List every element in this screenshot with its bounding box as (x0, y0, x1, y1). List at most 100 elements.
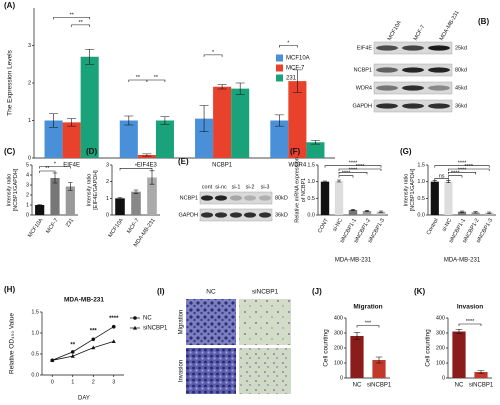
protein-label: EIF4E (357, 45, 373, 51)
protein-label: WDR4 (356, 85, 372, 91)
annotation: **** (458, 161, 467, 167)
error-bar (477, 370, 485, 374)
legend-swatch (276, 64, 283, 72)
bar (348, 210, 358, 215)
blot-band (402, 67, 424, 73)
annotation: ** (154, 75, 159, 81)
error-bar (68, 182, 73, 191)
blot-band (376, 67, 398, 73)
blot-band (200, 195, 214, 201)
bar (80, 56, 99, 158)
significance-bracket (53, 17, 90, 20)
legend-label: siNCBP1 (143, 326, 168, 332)
blot-strip (199, 191, 273, 205)
y-tick-label: 400 (334, 315, 343, 321)
bar (137, 155, 156, 158)
error-bar (353, 331, 361, 341)
y-tick-label: 3 (28, 43, 31, 49)
blot-band (229, 195, 243, 201)
blot-band (214, 212, 228, 218)
x-tick-label: MCF-7 (45, 218, 60, 235)
significance-bracket (434, 178, 449, 181)
protein-label: GAPDH (178, 212, 198, 218)
y-tick-label: 200 (436, 345, 445, 351)
bar (452, 331, 466, 378)
y-tick-label: 0 (442, 375, 445, 381)
error-bar (310, 140, 320, 145)
micrograph (186, 299, 236, 345)
blot-band (376, 45, 398, 51)
x-tick-label: 1 (71, 379, 74, 385)
panel-label: (K) (414, 287, 425, 296)
micrograph (239, 299, 291, 345)
y-tick-label: 300 (436, 330, 445, 336)
marker (111, 339, 116, 343)
x-tick-label: NCBP1 (212, 163, 233, 169)
size-label: 25kd (455, 45, 467, 51)
size-label: 36kd (455, 103, 467, 109)
x-tick-label: 0 (51, 379, 54, 385)
lane-label: si-3 (261, 184, 270, 190)
annotation: **** (356, 164, 365, 170)
bar (44, 120, 63, 158)
error-bar (49, 113, 59, 128)
bar (444, 181, 453, 215)
error-bar (336, 179, 342, 183)
legend-marker (133, 316, 137, 320)
panel-label: (H) (4, 285, 15, 294)
error-bar (133, 189, 139, 194)
y-axis-title: Cell counting (425, 329, 432, 367)
panel-label: (C) (4, 147, 15, 156)
annotation: **** (466, 319, 475, 325)
y-tick-label: 2 (26, 192, 29, 198)
blot-band (258, 212, 272, 218)
error-bar (274, 114, 284, 127)
size-label: 45kd (455, 85, 467, 91)
annotation: * (212, 50, 215, 56)
column-label: siNCBP1 (252, 289, 279, 296)
marker (70, 353, 75, 358)
bar (320, 181, 330, 215)
legend-label: MCF10A (286, 56, 310, 62)
lane-label: si-nc (215, 184, 227, 190)
blot-band (402, 85, 424, 91)
y-tick-label: 1 (106, 196, 109, 202)
bar (213, 86, 232, 158)
bar (119, 120, 138, 158)
chart-title: Migration (353, 304, 382, 311)
significance-bracket (39, 170, 56, 173)
x-axis-title: DAY (78, 396, 90, 402)
x-tick-label: 231 (65, 218, 75, 229)
panel-label: (B) (478, 17, 489, 26)
error-bar (117, 197, 123, 200)
y-tick-label: 0.5 (417, 196, 425, 202)
significance-bracket (71, 24, 90, 27)
annotation: ** (45, 166, 50, 172)
blot-band (376, 85, 398, 91)
annotation: **** (349, 161, 358, 167)
y-tick-label: 0 (28, 155, 31, 161)
error-bar (350, 209, 356, 211)
blot-band (258, 195, 272, 201)
x-tick-label: 3 (112, 379, 115, 385)
bar (65, 186, 75, 215)
annotation: **** (458, 167, 467, 173)
y-tick-label: 0 (26, 212, 29, 218)
lane-label: MCF-7 (413, 24, 427, 42)
blot-band (200, 212, 214, 218)
y-axis-title: The Expression Levels (7, 49, 14, 116)
line (52, 326, 114, 361)
significance-bracket (338, 168, 382, 171)
significance-bracket (203, 54, 223, 57)
size-label: 80kd (455, 67, 467, 73)
significance-bracket (338, 175, 354, 178)
blot-band (229, 212, 243, 218)
x-tick-label: WDR4 (289, 163, 307, 169)
significance-bracket (448, 172, 476, 175)
error-bar (487, 211, 492, 214)
lane-label: si-1 (232, 184, 241, 190)
blot-band (428, 67, 450, 73)
blot-band (402, 103, 424, 109)
panel-label: (G) (400, 147, 412, 156)
y-tick-label: 0.5 (31, 351, 39, 357)
